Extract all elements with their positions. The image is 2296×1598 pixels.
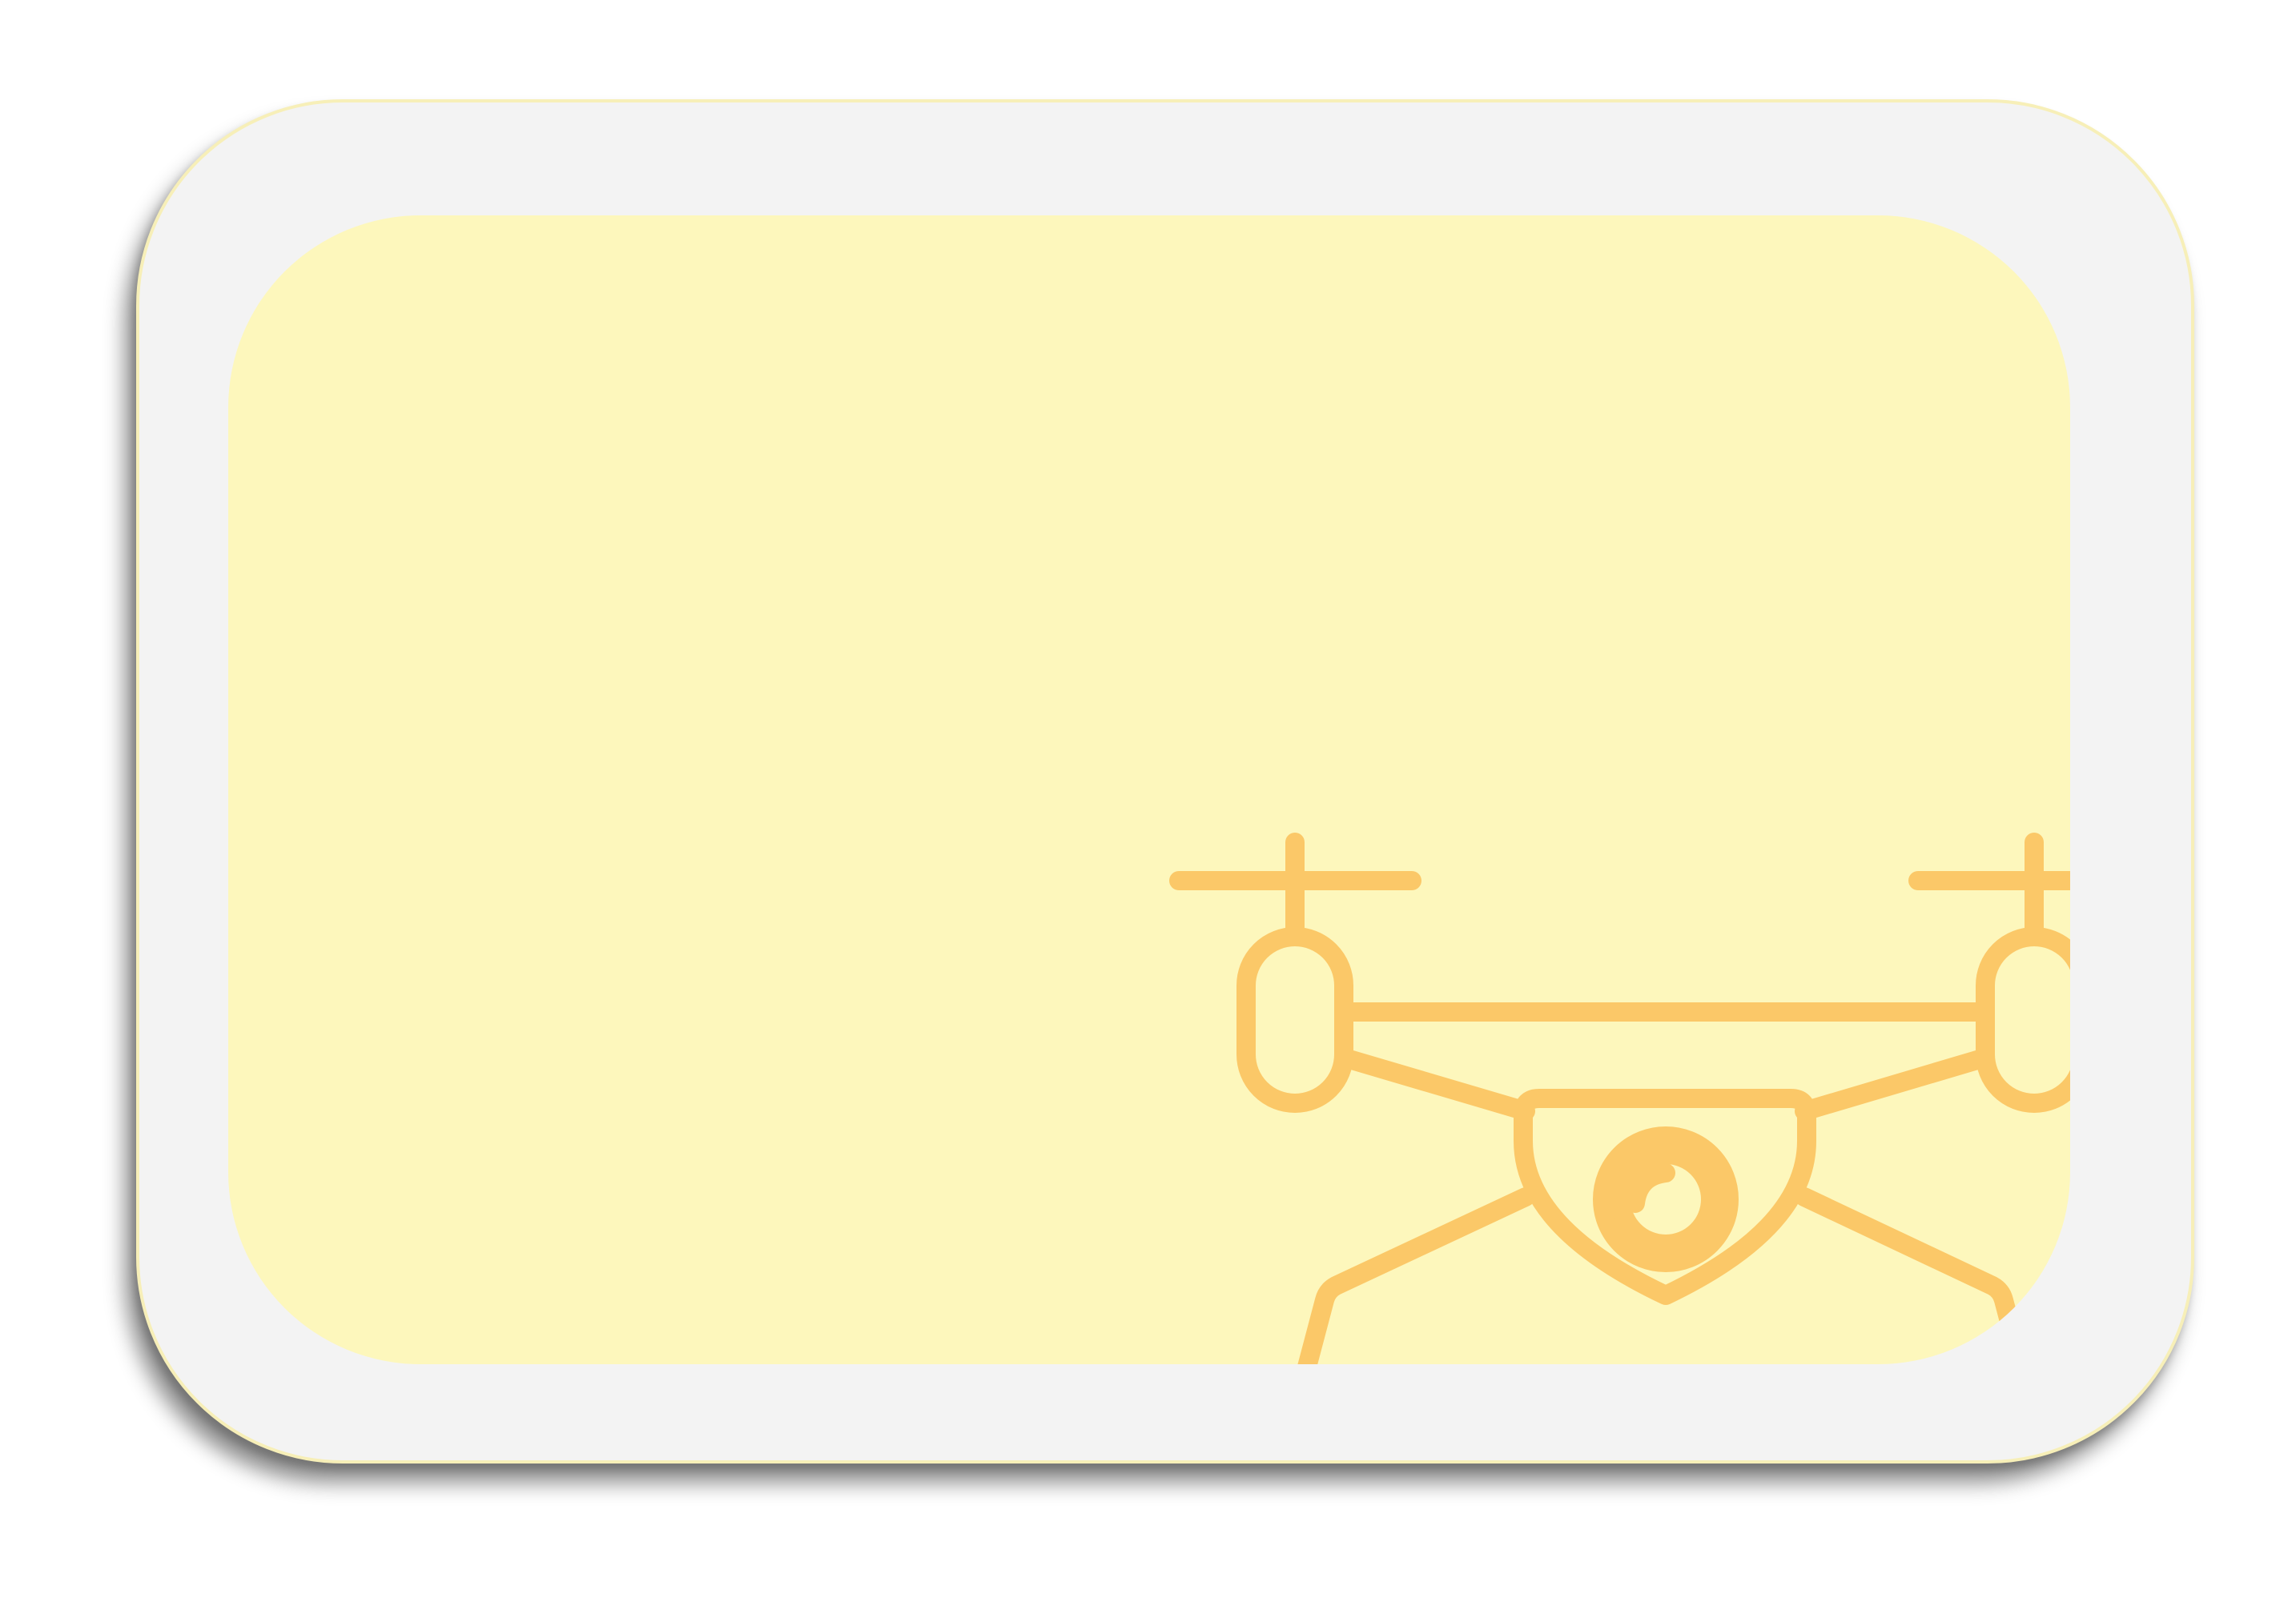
camera-lens-outer — [1593, 1126, 1739, 1272]
right-landing-leg — [1795, 1187, 2031, 1364]
left-arm — [1334, 1048, 1535, 1121]
camera-lens-glint — [1626, 1163, 1675, 1213]
left-landing-leg — [1297, 1187, 1535, 1364]
right-motor-pod — [1976, 927, 2070, 1113]
content-panel — [228, 215, 2070, 1364]
camera-lens-inner — [1611, 1145, 1720, 1254]
right-arm — [1795, 1048, 1995, 1121]
drone-body — [1514, 1089, 1816, 1305]
drone-icon — [1169, 833, 2070, 1364]
left-motor-pod — [1236, 927, 1353, 1113]
